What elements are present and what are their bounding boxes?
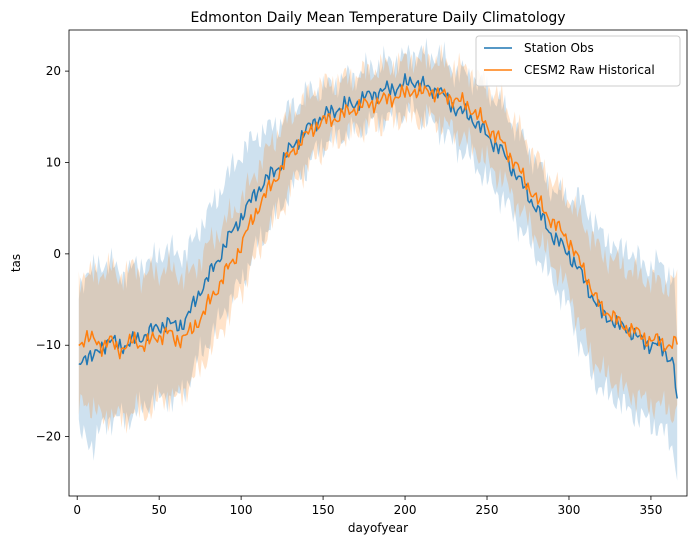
y-axis-label: tas [9,254,23,272]
plot-frame [68,29,688,497]
y-tick-label: 10 [46,155,61,169]
x-tick-label: 350 [639,503,662,517]
y-tick-label: 20 [46,64,61,78]
legend-label-station-obs: Station Obs [524,41,594,55]
band-station-obs [78,37,678,481]
y-tick-label: 0 [53,247,61,261]
x-tick-label: 300 [558,503,581,517]
chart-title: Edmonton Daily Mean Temperature Daily Cl… [190,10,565,26]
y-axis: −20 −10 0 10 20 [36,64,69,444]
x-tick-label: 250 [476,503,499,517]
y-tick-label: −10 [36,338,61,352]
x-axis-label: dayofyear [348,521,408,535]
x-tick-label: 200 [394,503,417,517]
legend: Station Obs CESM2 Raw Historical [475,35,681,87]
x-tick-label: 100 [230,503,253,517]
x-tick-label: 0 [73,503,81,517]
x-tick-label: 50 [152,503,167,517]
series-lines [78,73,678,399]
legend-label-cesm2-raw-historical: CESM2 Raw Historical [524,63,655,77]
y-tick-label: −20 [36,430,61,444]
line-cesm2-raw-historical [78,82,678,360]
x-tick-label: 150 [312,503,335,517]
x-axis: 0 50 100 150 200 250 300 350 [73,496,662,517]
legend-box [475,35,681,87]
